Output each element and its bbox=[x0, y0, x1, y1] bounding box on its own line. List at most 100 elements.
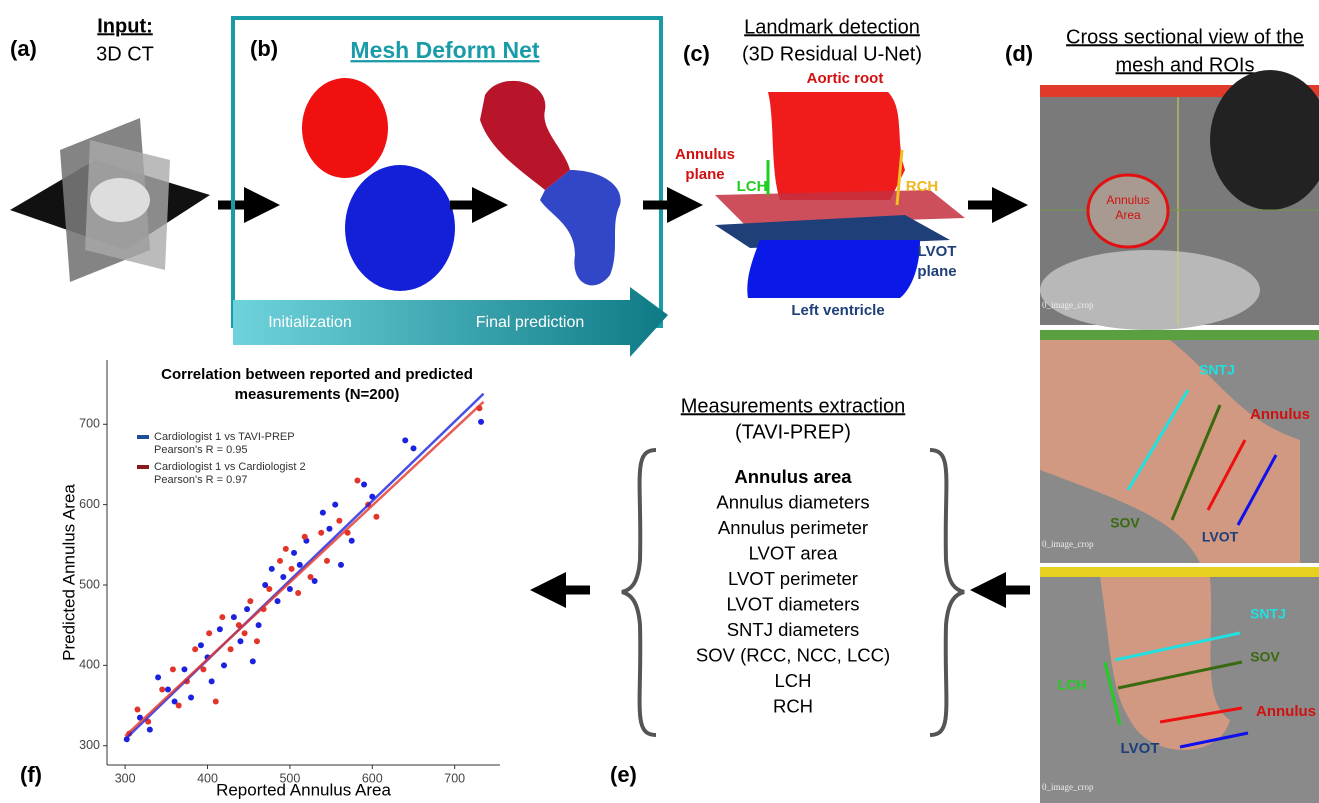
panel-subtitle: 3D CT bbox=[96, 43, 154, 65]
pred-mesh bbox=[480, 81, 570, 190]
point bbox=[165, 686, 171, 692]
point bbox=[209, 678, 215, 684]
point bbox=[242, 630, 248, 636]
view-3: SNTJ SOV LCH Annulus LVOT 0_image_crop bbox=[1040, 567, 1319, 803]
annotation: Annulus bbox=[675, 146, 735, 163]
annotation: LVOT bbox=[918, 243, 957, 260]
point bbox=[188, 695, 194, 701]
x-tick-label: 400 bbox=[197, 771, 218, 785]
arrow-label: Initialization bbox=[268, 314, 352, 331]
point bbox=[228, 646, 234, 652]
panel-subtitle: (3D Residual U-Net) bbox=[742, 43, 922, 65]
init-sphere bbox=[345, 165, 455, 291]
legend-label: Cardiologist 1 vs Cardiologist 2 bbox=[154, 461, 306, 473]
x-tick-label: 300 bbox=[115, 771, 136, 785]
point bbox=[254, 638, 260, 644]
y-tick-label: 400 bbox=[79, 658, 100, 672]
panel-label: (e) bbox=[610, 762, 637, 787]
roi-label: Annulus bbox=[1106, 193, 1149, 207]
measurement-item: RCH bbox=[773, 695, 813, 716]
figure: (a) Input: 3D CT (b) Mesh Deform Net Ini… bbox=[0, 0, 1319, 803]
point bbox=[250, 658, 256, 664]
point bbox=[402, 437, 408, 443]
point bbox=[308, 574, 314, 580]
measurement-item: Annulus perimeter bbox=[718, 517, 868, 538]
panel-label: (b) bbox=[250, 36, 278, 61]
point bbox=[326, 526, 332, 532]
point bbox=[217, 626, 223, 632]
panel-label: (d) bbox=[1005, 41, 1033, 66]
ventricle-mesh bbox=[747, 240, 920, 298]
point bbox=[206, 630, 212, 636]
roi-label: SNTJ bbox=[1199, 362, 1235, 378]
y-tick-label: 700 bbox=[79, 417, 100, 431]
point bbox=[332, 502, 338, 508]
view-1: Annulus Area 0_image_crop bbox=[1040, 70, 1319, 330]
point bbox=[170, 666, 176, 672]
point bbox=[349, 538, 355, 544]
annotation: RCH bbox=[906, 178, 939, 195]
x-axis-label: Reported Annulus Area bbox=[216, 780, 391, 799]
image-caption: 0_image_crop bbox=[1042, 782, 1094, 792]
point bbox=[277, 558, 283, 564]
point bbox=[213, 699, 219, 705]
brace bbox=[622, 450, 656, 735]
measurement-item: SNTJ diameters bbox=[727, 619, 860, 640]
measurement-item: Annulus area bbox=[734, 466, 852, 487]
point bbox=[297, 562, 303, 568]
y-tick-label: 600 bbox=[79, 497, 100, 511]
y-axis-label: Predicted Annulus Area bbox=[59, 484, 78, 661]
point bbox=[291, 550, 297, 556]
point bbox=[181, 666, 187, 672]
legend-stat: Pearson's R = 0.95 bbox=[154, 444, 248, 456]
point bbox=[198, 642, 204, 648]
y-tick-label: 300 bbox=[79, 738, 100, 752]
annotation: LCH bbox=[737, 178, 768, 195]
ct-image bbox=[10, 118, 210, 282]
point bbox=[280, 574, 286, 580]
point bbox=[256, 622, 262, 628]
roi-label: LCH bbox=[1058, 677, 1087, 693]
annotation: plane bbox=[685, 166, 724, 183]
point bbox=[289, 566, 295, 572]
panel-title: Landmark detection bbox=[744, 16, 920, 38]
annotation: plane bbox=[917, 263, 956, 280]
point bbox=[287, 586, 293, 592]
image-caption: 0_image_crop bbox=[1042, 300, 1094, 310]
point bbox=[275, 598, 281, 604]
roi-label: Area bbox=[1115, 208, 1141, 222]
point bbox=[478, 419, 484, 425]
point bbox=[231, 614, 237, 620]
point bbox=[324, 558, 330, 564]
chart-title: measurements (N=200) bbox=[235, 386, 400, 403]
roi-label: SOV bbox=[1110, 515, 1140, 531]
point bbox=[269, 566, 275, 572]
point bbox=[176, 703, 182, 709]
panel-subtitle: (TAVI-PREP) bbox=[735, 421, 851, 443]
view-2: SNTJ Annulus SOV LVOT 0_image_crop bbox=[1040, 330, 1319, 563]
point bbox=[192, 646, 198, 652]
point bbox=[338, 562, 344, 568]
measurement-list: Annulus area Annulus diameters Annulus per… bbox=[696, 466, 890, 717]
legend-stat: Pearson's R = 0.97 bbox=[154, 474, 248, 486]
roi-label: SNTJ bbox=[1250, 606, 1286, 622]
aorta-mesh bbox=[768, 92, 905, 200]
measurement-item: LVOT diameters bbox=[727, 593, 860, 614]
arrow-label: Final prediction bbox=[476, 314, 585, 331]
measurement-item: SOV (RCC, NCC, LCC) bbox=[696, 644, 890, 665]
point bbox=[247, 598, 253, 604]
point bbox=[283, 546, 289, 552]
point bbox=[159, 686, 165, 692]
point bbox=[221, 662, 227, 668]
panel-label: (f) bbox=[20, 762, 42, 787]
point bbox=[266, 586, 272, 592]
panel-title: Measurements extraction bbox=[681, 395, 906, 417]
measurement-item: LVOT perimeter bbox=[728, 568, 858, 589]
measurement-item: Annulus diameters bbox=[716, 491, 869, 512]
scatter-chart: 300400500600700300400500600700Reported A… bbox=[59, 360, 500, 799]
annotation: Left ventricle bbox=[791, 302, 884, 319]
image-caption: 0_image_crop bbox=[1042, 539, 1094, 549]
annotation: Aortic root bbox=[807, 70, 884, 87]
panel-title: Mesh Deform Net bbox=[350, 37, 539, 63]
panel-label: (a) bbox=[10, 36, 37, 61]
